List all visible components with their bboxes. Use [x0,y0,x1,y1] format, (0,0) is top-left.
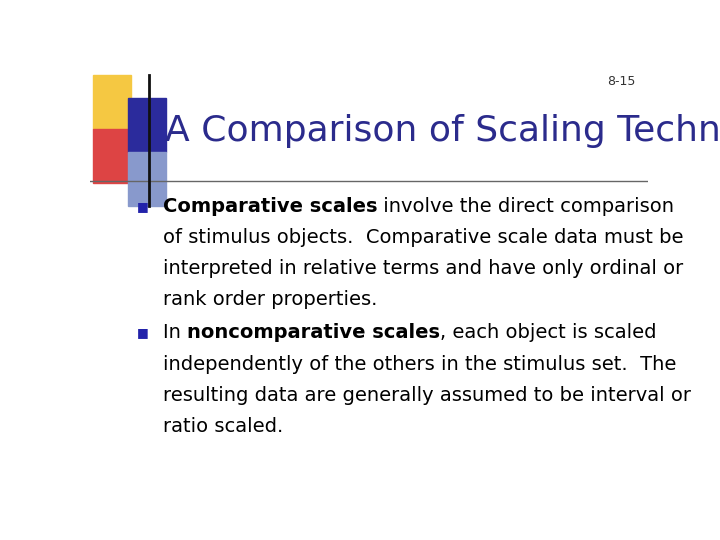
Text: interpreted in relative terms and have only ordinal or: interpreted in relative terms and have o… [163,259,683,278]
Text: noncomparative scales: noncomparative scales [186,323,440,342]
Text: rank order properties.: rank order properties. [163,290,377,309]
Bar [128,98,166,152]
Text: 8-15: 8-15 [608,75,636,88]
Text: , each object is scaled: , each object is scaled [440,323,656,342]
Text: independently of the others in the stimulus set.  The: independently of the others in the stimu… [163,355,676,374]
Text: ■: ■ [137,327,149,340]
Text: ■: ■ [137,200,149,213]
Text: resulting data are generally assumed to be interval or: resulting data are generally assumed to … [163,386,690,405]
Bar [128,152,166,206]
Text: A Comparison of Scaling Techniques: A Comparison of Scaling Techniques [166,114,720,148]
Text: ratio scaled.: ratio scaled. [163,417,283,436]
Bar [93,129,131,183]
Text: Comparative scales: Comparative scales [163,197,377,215]
Bar [93,75,131,129]
Text: of stimulus objects.  Comparative scale data must be: of stimulus objects. Comparative scale d… [163,228,683,247]
Text: involve the direct comparison: involve the direct comparison [377,197,674,215]
Text: In: In [163,323,186,342]
